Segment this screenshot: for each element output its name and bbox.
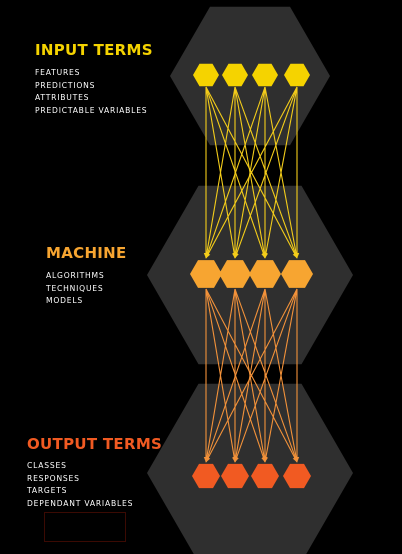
input-terms-section: INPUT TERMS FEATURES PREDICTIONS ATTRIBU… — [35, 41, 153, 117]
input-node — [284, 63, 310, 87]
input-to-machine-connection — [263, 86, 298, 259]
input-term-item: FEATURES — [35, 68, 81, 77]
machine-to-output-connection — [234, 288, 298, 463]
machine-item: TECHNIQUES — [46, 283, 104, 293]
input-to-machine-connection — [233, 86, 266, 259]
input-term-item: PREDICTABLE VARIABLES — [35, 105, 148, 115]
input-term-item: ATTRIBUTES — [35, 93, 90, 103]
machine-title: MACHINE — [46, 244, 127, 262]
machine-to-output-connection — [205, 288, 298, 463]
input-terms-title: INPUT TERMS — [35, 41, 153, 59]
input-node — [252, 63, 278, 87]
output-term-item: CLASSES — [27, 461, 67, 470]
machine-to-output-connection — [204, 288, 236, 463]
machine-list: ALGORITHMS TECHNIQUES MODELS — [46, 270, 127, 308]
machine-to-output-connection — [263, 288, 298, 463]
input-term-item: PREDICTIONS — [35, 80, 96, 90]
output-terms-section: OUTPUT TERMS CLASSES RESPONSES TARGETS D… — [27, 435, 162, 510]
output-panel-hexagon — [147, 383, 353, 554]
machine-to-output-connection — [233, 288, 266, 463]
empty-frame — [44, 512, 126, 542]
machine-to-output-connection — [205, 288, 266, 463]
output-node — [221, 463, 249, 489]
input-to-machine-connection — [205, 86, 298, 259]
input-to-machine-connection — [204, 86, 236, 259]
output-node — [251, 463, 279, 489]
machine-node — [219, 260, 251, 288]
machine-item: ALGORITHMS — [46, 271, 105, 280]
output-term-item: TARGETS — [27, 486, 68, 496]
machine-node — [281, 260, 313, 288]
output-term-item: DEPENDANT VARIABLES — [27, 498, 134, 508]
output-node — [192, 463, 220, 489]
machine-item: MODELS — [46, 296, 84, 306]
input-to-machine-connection — [205, 86, 266, 259]
input-node — [222, 63, 248, 87]
output-terms-title: OUTPUT TERMS — [27, 435, 163, 453]
machine-section: MACHINE ALGORITHMS TECHNIQUES MODELS — [46, 244, 127, 308]
output-node — [283, 463, 311, 489]
output-term-item: RESPONSES — [27, 473, 80, 483]
machine-node — [190, 260, 222, 288]
input-node — [193, 63, 219, 87]
output-terms-list: CLASSES RESPONSES TARGETS DEPENDANT VARI… — [27, 460, 162, 510]
input-to-machine-connection — [234, 86, 298, 259]
machine-node — [249, 260, 281, 288]
input-terms-list: FEATURES PREDICTIONS ATTRIBUTES PREDICTA… — [35, 67, 153, 117]
